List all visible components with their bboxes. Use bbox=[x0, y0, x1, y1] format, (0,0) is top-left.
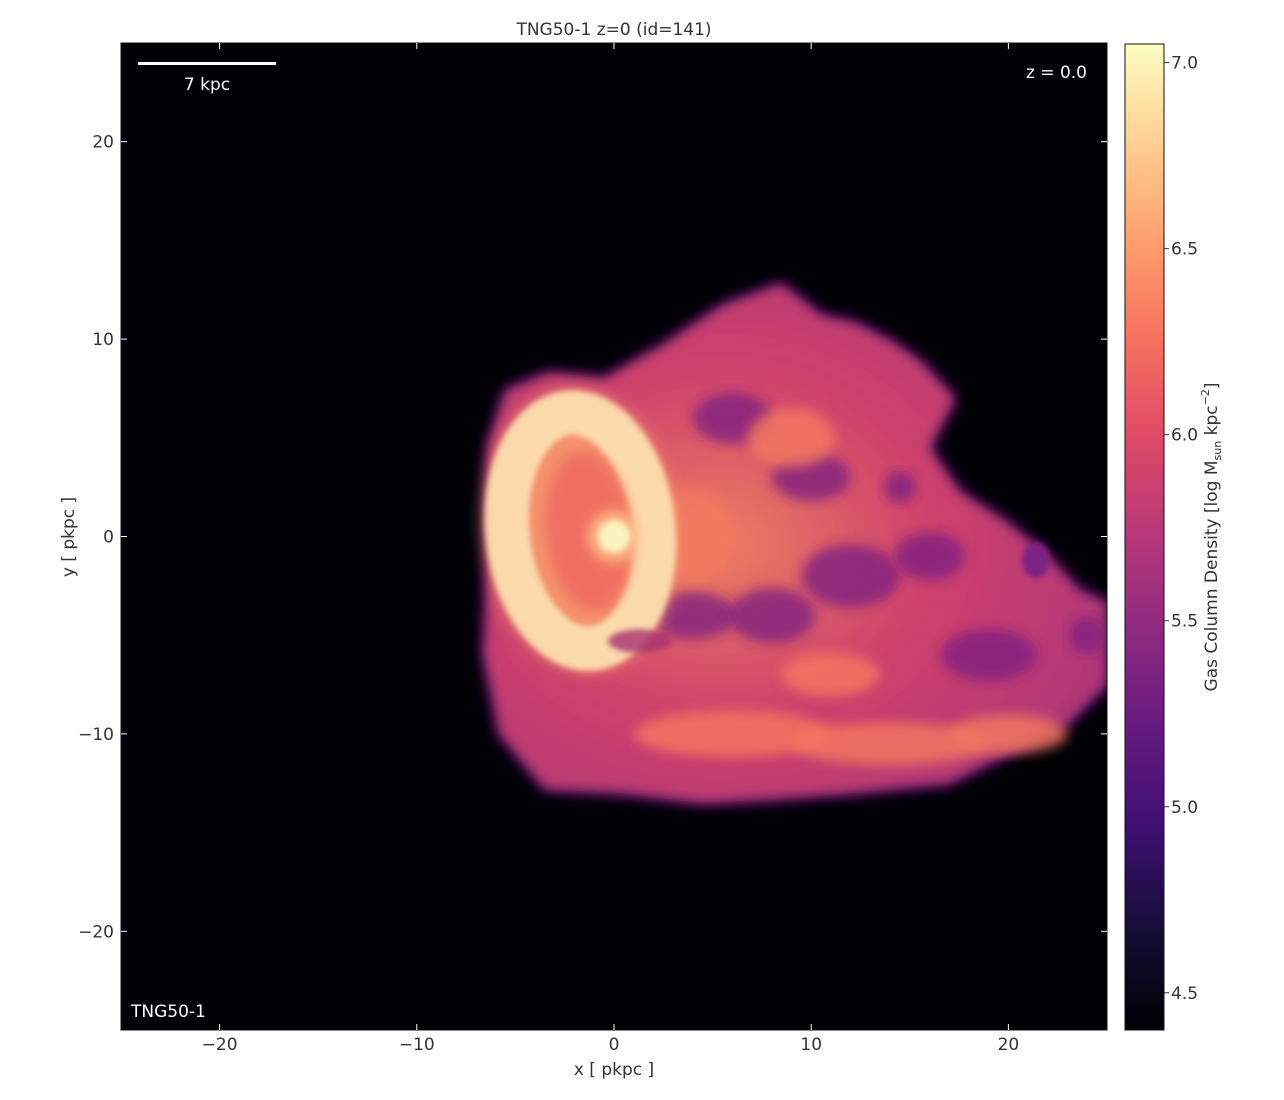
high-density-streamer bbox=[748, 408, 835, 468]
scale-bar-label: 7 kpc bbox=[184, 75, 230, 95]
low-density-region bbox=[801, 544, 900, 608]
low-density-region bbox=[649, 591, 737, 640]
high-density-streamer bbox=[633, 710, 831, 758]
colorbar-ticks: 4.5 5.0 5.5 6.0 6.5 7.0 bbox=[1164, 54, 1198, 1004]
low-density-region bbox=[941, 629, 1037, 681]
colorbar-tick-label: 4.5 bbox=[1171, 984, 1198, 1004]
colorbar-tick-label: 5.5 bbox=[1171, 612, 1198, 632]
colorbar-tick-label: 7.0 bbox=[1171, 54, 1198, 74]
y-tick-label: 0 bbox=[103, 528, 114, 548]
y-tick-label: 20 bbox=[92, 133, 114, 153]
x-tick-label: 0 bbox=[609, 1035, 620, 1055]
colorbar bbox=[1124, 43, 1165, 1031]
x-axis: −20 −10 0 10 20 bbox=[202, 43, 1020, 1055]
low-density-region bbox=[1069, 617, 1106, 653]
chart-title: TNG50-1 z=0 (id=141) bbox=[515, 20, 711, 40]
y-axis: 20 10 0 −10 −20 bbox=[78, 133, 1107, 942]
colorbar-tick-label: 6.0 bbox=[1171, 426, 1198, 446]
redshift-label: z = 0.0 bbox=[1026, 63, 1087, 83]
dense-ring bbox=[484, 390, 677, 671]
high-density-streamer bbox=[791, 722, 989, 766]
y-tick-label: −10 bbox=[78, 725, 114, 745]
x-tick-label: −10 bbox=[399, 1035, 435, 1055]
ring-interior bbox=[545, 451, 633, 612]
x-axis-label: x [ pkpc ] bbox=[574, 1060, 654, 1080]
ring-gap bbox=[608, 629, 672, 653]
colorbar-tick-label: 6.5 bbox=[1171, 240, 1198, 260]
gas-density-map bbox=[483, 283, 1107, 803]
x-tick-label: −20 bbox=[202, 1035, 238, 1055]
y-tick-label: 10 bbox=[92, 330, 114, 350]
x-tick-label: 20 bbox=[998, 1035, 1020, 1055]
low-density-region bbox=[728, 587, 816, 644]
colorbar-tick-label: 5.0 bbox=[1171, 798, 1198, 818]
colorbar-label: Gas Column Density [log Msun kpc−2] bbox=[1199, 383, 1224, 692]
high-density-streamer bbox=[781, 652, 881, 697]
low-density-region bbox=[894, 532, 966, 580]
satellite-clump bbox=[1022, 542, 1050, 579]
y-tick-label: −20 bbox=[78, 922, 114, 942]
gas-envelope bbox=[483, 283, 1107, 803]
high-density-streamer bbox=[949, 714, 1068, 754]
galaxy-core bbox=[598, 520, 630, 553]
low-density-region bbox=[884, 471, 916, 503]
y-axis-label: y [ pkpc ] bbox=[59, 497, 79, 577]
simulation-label: TNG50-1 bbox=[130, 1002, 206, 1022]
x-tick-label: 10 bbox=[800, 1035, 822, 1055]
